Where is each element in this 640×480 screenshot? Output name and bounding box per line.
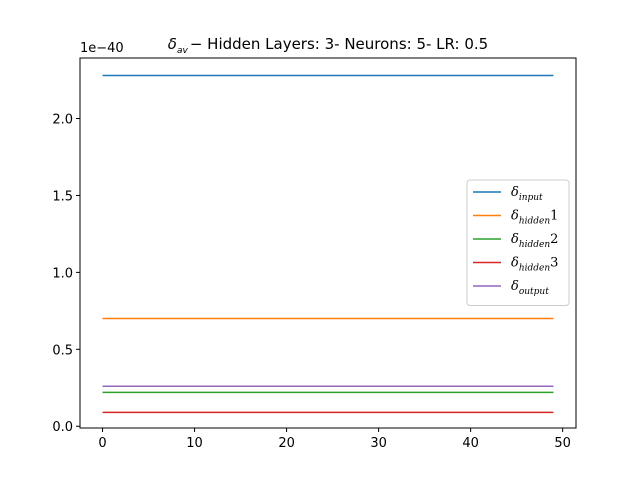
legend-label-hidden2: δhidden2 xyxy=(511,232,558,250)
y-axis: 0.0 0.5 1.0 1.5 2.0 xyxy=(52,113,80,435)
y-tick-label: 1.0 xyxy=(52,266,73,281)
title-text: − Hidden Layers: 3- Neurons: 5- LR: 0.5 xyxy=(190,35,488,53)
y-tick-label: 0.0 xyxy=(52,420,73,435)
x-tick-label: 20 xyxy=(278,436,295,451)
x-tick-label: 40 xyxy=(462,436,479,451)
x-tick-label: 30 xyxy=(370,436,387,451)
legend-box xyxy=(466,179,570,306)
x-axis: 0 10 20 30 40 50 xyxy=(98,428,571,451)
y-tick-label: 2.0 xyxy=(52,113,73,128)
title-symbol: δ xyxy=(168,35,177,53)
x-tick-label: 0 xyxy=(98,436,106,451)
x-tick-label: 10 xyxy=(186,436,203,451)
series-lines xyxy=(102,74,554,414)
x-tick-label: 50 xyxy=(554,436,571,451)
y-offset-label: 1e−40 xyxy=(80,41,124,56)
legend-label-hidden3: δhidden3 xyxy=(511,256,558,274)
y-tick-label: 1.5 xyxy=(52,189,73,204)
chart-title: δav − Hidden Layers: 3- Neurons: 5- LR: 0… xyxy=(168,35,488,56)
plot-frame xyxy=(79,57,577,429)
legend: δinput δhidden1 δhidden2 δhidden3 δoutput xyxy=(466,179,570,306)
legend-label-output: δoutput xyxy=(511,279,549,297)
legend-label-input: δinput xyxy=(511,185,543,203)
legend-label-hidden1: δhidden1 xyxy=(511,209,558,227)
title-symbol-subscript: av xyxy=(177,46,189,56)
y-tick-label: 0.5 xyxy=(52,343,73,358)
